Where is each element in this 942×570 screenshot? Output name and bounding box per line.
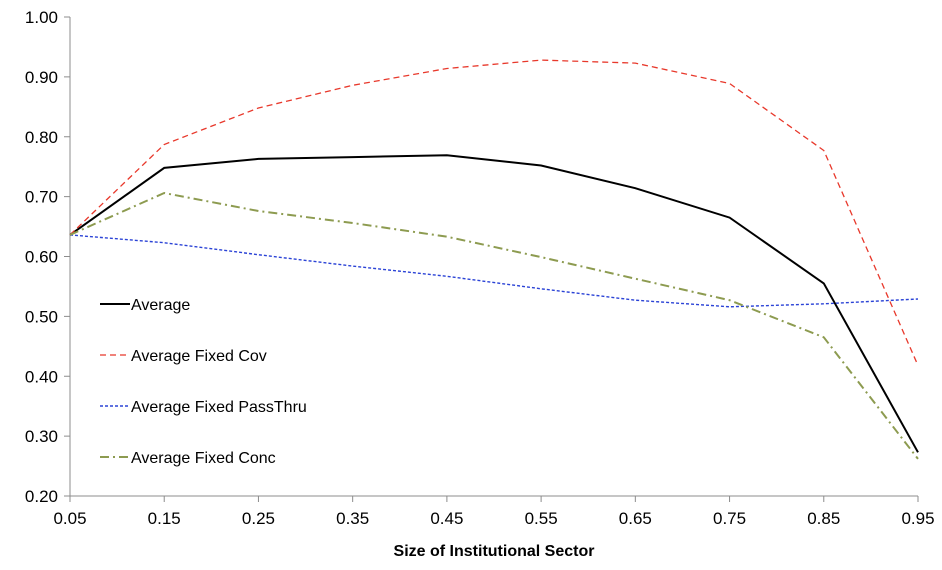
series-lines [69, 59, 919, 460]
x-tick-label: 0.65 [619, 509, 652, 528]
legend-label: Average Fixed Cov [131, 348, 267, 365]
x-tick-label: 0.75 [713, 509, 746, 528]
legend-label: Average Fixed Conc [131, 450, 276, 467]
series-line-average [69, 154, 919, 453]
y-tick-label: 0.30 [25, 427, 58, 446]
y-tick-label: 0.40 [25, 367, 58, 386]
y-tick-label: 1.00 [25, 8, 58, 27]
legend: Average Average Fixed Cov Average Fixed Pa… [100, 297, 307, 467]
series-line-average-fixed-conc [69, 191, 919, 460]
x-tick-label: 0.95 [901, 509, 934, 528]
y-tick-label: 0.90 [25, 68, 58, 87]
series-line-average-fixed-passthru [69, 234, 919, 308]
y-tick-label: 0.70 [25, 188, 58, 207]
series-line-average-fixed-cov [69, 59, 919, 366]
y-tick-label: 0.20 [25, 487, 58, 506]
x-tick-label: 0.25 [242, 509, 275, 528]
x-tick-label: 0.05 [53, 509, 86, 528]
x-axis-title: Size of Institutional Sector [394, 543, 595, 560]
y-tick-label: 0.80 [25, 128, 58, 147]
x-tick-label: 0.35 [336, 509, 369, 528]
x-tick-label: 0.45 [430, 509, 463, 528]
x-tick-label: 0.15 [148, 509, 181, 528]
x-tick-label: 0.85 [807, 509, 840, 528]
axes: 0.20 0.30 0.40 0.50 0.60 0.70 0.80 0.90 1.00 0.0… [25, 8, 935, 528]
x-tick-label: 0.55 [525, 509, 558, 528]
legend-label: Average Fixed PassThru [131, 399, 307, 416]
x-axis-ticks: 0.05 0.15 0.25 0.35 0.45 0.55 0.65 0.75 0.85 0.95 [53, 496, 935, 528]
y-tick-label: 0.60 [25, 248, 58, 267]
legend-label: Average [131, 297, 190, 314]
y-axis-ticks: 0.20 0.30 0.40 0.50 0.60 0.70 0.80 0.90 1.00 [25, 8, 70, 506]
y-tick-label: 0.50 [25, 307, 58, 326]
